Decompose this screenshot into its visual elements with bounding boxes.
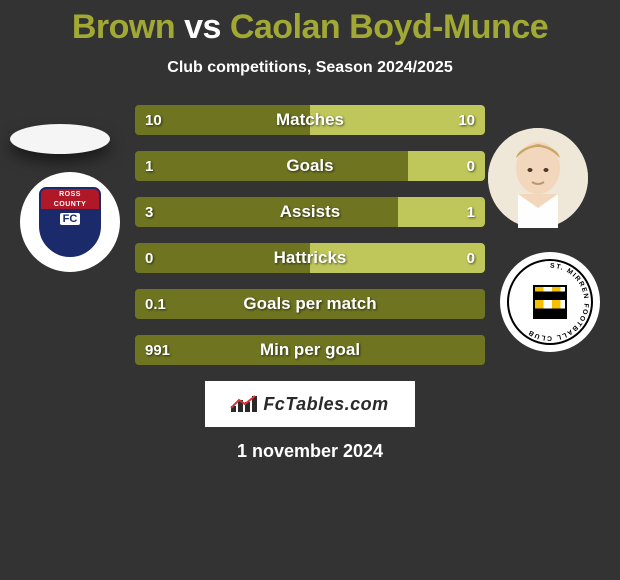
stats-area: 1010Matches 10Goals 31Assists 00Hattricks 0.… [0,105,620,365]
stat-row: 0.1Goals per match [135,289,485,319]
stat-label: Goals per match [135,289,485,319]
title-player1: Brown [72,8,175,46]
stat-label: Hattricks [135,243,485,273]
stat-label: Assists [135,197,485,227]
date: 1 november 2024 [0,441,620,462]
stat-row: 10Goals [135,151,485,181]
stat-row: 31Assists [135,197,485,227]
stat-label: Goals [135,151,485,181]
title-player2: Caolan Boyd-Munce [230,8,548,46]
stat-row: 991Min per goal [135,335,485,365]
page-title: Brown vs Caolan Boyd-Munce [0,8,620,47]
bars-wrap: 1010Matches 10Goals 31Assists 00Hattricks 0.… [135,105,485,365]
stat-row: 00Hattricks [135,243,485,273]
stat-label: Matches [135,105,485,135]
stat-label: Min per goal [135,335,485,365]
branding-box: FcTables.com [205,381,415,427]
bars-chart-icon [231,396,257,412]
subtitle: Club competitions, Season 2024/2025 [0,59,620,77]
stat-row: 1010Matches [135,105,485,135]
title-vs: vs [184,8,221,46]
branding-text: FcTables.com [263,394,388,415]
